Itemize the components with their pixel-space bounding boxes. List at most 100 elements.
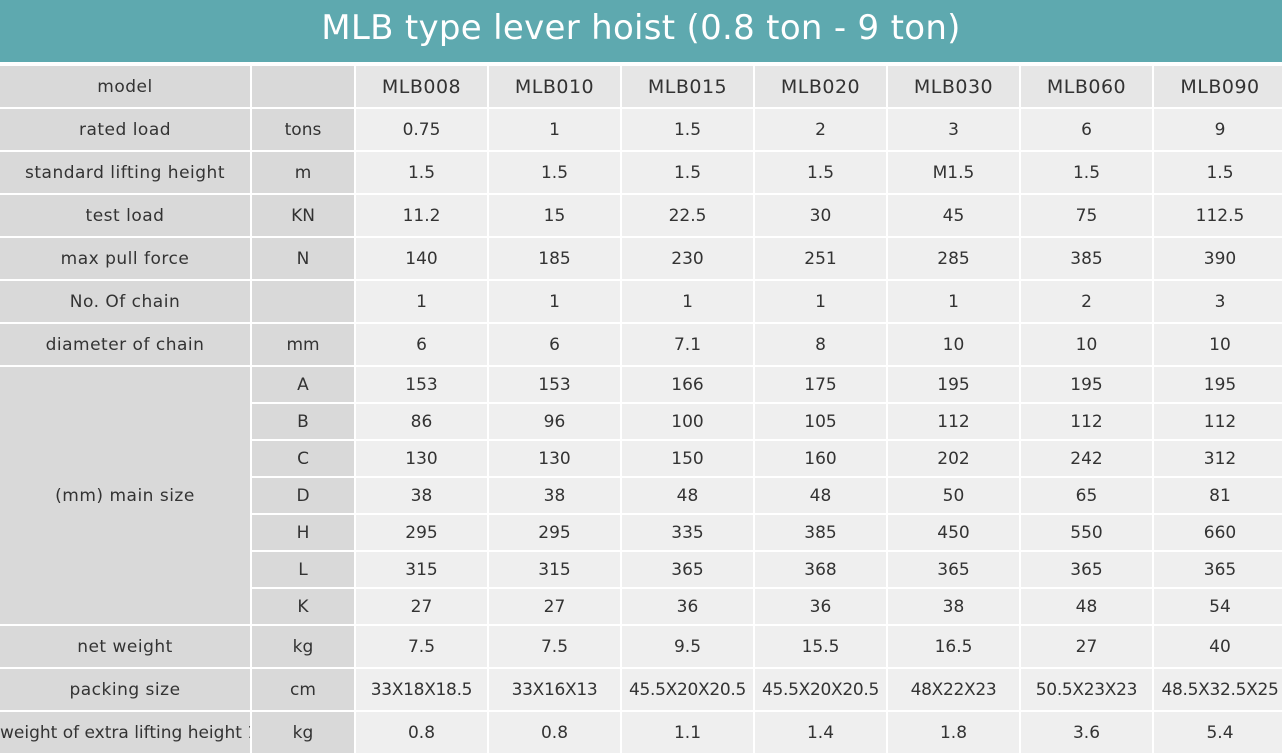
row-label: diameter of chain <box>0 324 250 365</box>
value-cell: 9 <box>1154 109 1282 150</box>
value-cell: 9.5 <box>622 626 753 667</box>
value-cell: 65 <box>1021 478 1152 513</box>
value-cell: 6 <box>1021 109 1152 150</box>
value-cell: 15.5 <box>755 626 886 667</box>
value-cell: 81 <box>1154 478 1282 513</box>
value-cell: 1 <box>622 281 753 322</box>
value-cell: 450 <box>888 515 1019 550</box>
row-label: (mm) main size <box>0 367 250 624</box>
table-row: test load KN 11.2 15 22.5 30 45 75 112.5 <box>0 195 1282 236</box>
unit-cell: C <box>252 441 354 476</box>
value-cell: 365 <box>1021 552 1152 587</box>
value-cell: 27 <box>356 589 487 624</box>
value-cell: 315 <box>356 552 487 587</box>
table-row: net weight kg 7.5 7.5 9.5 15.5 16.5 27 40 <box>0 626 1282 667</box>
unit-cell: tons <box>252 109 354 150</box>
value-cell: 7.5 <box>356 626 487 667</box>
model-header: MLB008 <box>356 66 487 107</box>
value-cell: 230 <box>622 238 753 279</box>
value-cell: 1.5 <box>1021 152 1152 193</box>
value-cell: 0.8 <box>489 712 620 753</box>
value-cell: 3 <box>888 109 1019 150</box>
value-cell: 0.8 <box>356 712 487 753</box>
value-cell: 10 <box>888 324 1019 365</box>
value-cell: 105 <box>755 404 886 439</box>
unit-cell: L <box>252 552 354 587</box>
value-cell: 1 <box>489 109 620 150</box>
value-cell: 130 <box>356 441 487 476</box>
unit-cell: cm <box>252 669 354 710</box>
value-cell: 7.1 <box>622 324 753 365</box>
row-label: net weight <box>0 626 250 667</box>
unit-cell: A <box>252 367 354 402</box>
value-cell: 3 <box>1154 281 1282 322</box>
value-cell: 30 <box>755 195 886 236</box>
value-cell: 6 <box>489 324 620 365</box>
value-cell: 1 <box>356 281 487 322</box>
table-row: packing size cm 33X18X18.5 33X16X13 45.5X20X… <box>0 669 1282 710</box>
value-cell: 195 <box>1154 367 1282 402</box>
value-cell: 1.5 <box>755 152 886 193</box>
value-cell: 160 <box>755 441 886 476</box>
model-header: MLB020 <box>755 66 886 107</box>
value-cell: 195 <box>888 367 1019 402</box>
value-cell: 1.4 <box>755 712 886 753</box>
unit-cell <box>252 281 354 322</box>
table-row: rated load tons 0.75 1 1.5 2 3 6 9 <box>0 109 1282 150</box>
unit-cell: mm <box>252 324 354 365</box>
value-cell: 1.5 <box>356 152 487 193</box>
value-cell: 153 <box>489 367 620 402</box>
value-cell: 242 <box>1021 441 1152 476</box>
value-cell: 112 <box>1021 404 1152 439</box>
value-cell: 1 <box>489 281 620 322</box>
value-cell: 33X16X13 <box>489 669 620 710</box>
value-cell: 27 <box>1021 626 1152 667</box>
value-cell: 36 <box>622 589 753 624</box>
table-row: weight of extra lifting height 1m kg 0.8 0.… <box>0 712 1282 753</box>
value-cell: 385 <box>1021 238 1152 279</box>
unit-cell: kg <box>252 712 354 753</box>
model-header: MLB030 <box>888 66 1019 107</box>
row-label: No. Of chain <box>0 281 250 322</box>
value-cell: 175 <box>755 367 886 402</box>
table-row: No. Of chain 1 1 1 1 1 2 3 <box>0 281 1282 322</box>
value-cell: 48 <box>755 478 886 513</box>
value-cell: 48 <box>1021 589 1152 624</box>
value-cell: 140 <box>356 238 487 279</box>
value-cell: 10 <box>1154 324 1282 365</box>
value-cell: 202 <box>888 441 1019 476</box>
row-label: standard lifting height <box>0 152 250 193</box>
value-cell: 112 <box>888 404 1019 439</box>
row-label: weight of extra lifting height 1m <box>0 712 250 753</box>
row-label: rated load <box>0 109 250 150</box>
value-cell: 1 <box>755 281 886 322</box>
value-cell: 96 <box>489 404 620 439</box>
value-cell: 75 <box>1021 195 1152 236</box>
unit-cell: D <box>252 478 354 513</box>
value-cell: 2 <box>755 109 886 150</box>
spec-table: model MLB008 MLB010 MLB015 MLB020 MLB030… <box>0 64 1282 755</box>
unit-cell: H <box>252 515 354 550</box>
value-cell: 40 <box>1154 626 1282 667</box>
table-row: L 315 315 365 368 365 365 365 <box>0 552 1282 587</box>
unit-cell <box>252 66 354 107</box>
unit-cell: m <box>252 152 354 193</box>
value-cell: 100 <box>622 404 753 439</box>
value-cell: 38 <box>489 478 620 513</box>
value-cell: 11.2 <box>356 195 487 236</box>
value-cell: 153 <box>356 367 487 402</box>
value-cell: 45.5X20X20.5 <box>622 669 753 710</box>
table-row: diameter of chain mm 6 6 7.1 8 10 10 10 <box>0 324 1282 365</box>
table-row: B 86 96 100 105 112 112 112 <box>0 404 1282 439</box>
value-cell: 48X22X23 <box>888 669 1019 710</box>
value-cell: 7.5 <box>489 626 620 667</box>
value-cell: 390 <box>1154 238 1282 279</box>
model-label: model <box>0 66 250 107</box>
value-cell: 48 <box>622 478 753 513</box>
value-cell: 251 <box>755 238 886 279</box>
unit-cell: kg <box>252 626 354 667</box>
table-row: (mm) main size A 153 153 166 175 195 195 195 <box>0 367 1282 624</box>
value-cell: 1.8 <box>888 712 1019 753</box>
header-row: model MLB008 MLB010 MLB015 MLB020 MLB030… <box>0 66 1282 107</box>
